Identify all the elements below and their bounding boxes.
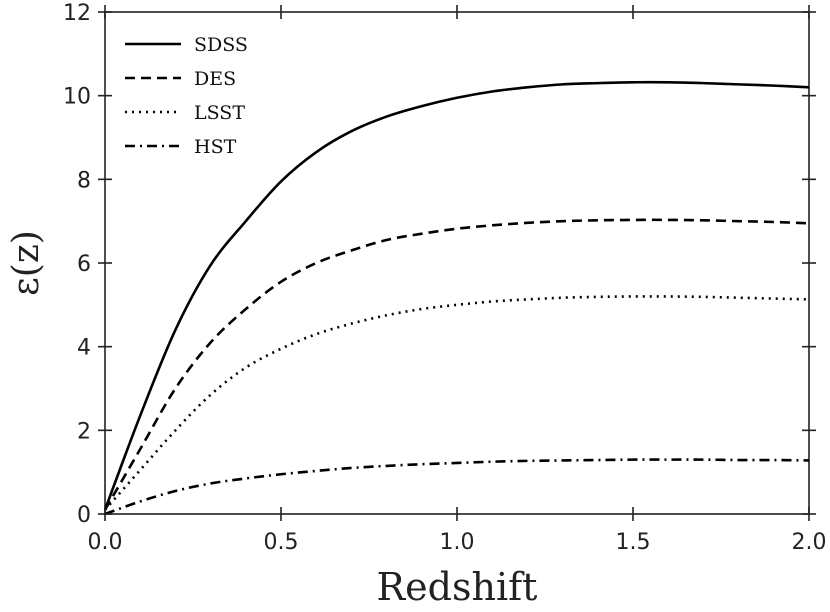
x-tick-label: 0.5: [264, 530, 299, 555]
plot-area: [104, 11, 810, 515]
legend-label-des: DES: [194, 68, 236, 90]
y-tick-label: 12: [63, 1, 91, 26]
series-line-sdss: [103, 80, 810, 511]
x-tick-label: 1.5: [616, 530, 651, 555]
series-line-hst: [104, 458, 810, 516]
y-axis-label: ε(z): [6, 230, 47, 296]
y-tick-label: 6: [77, 252, 91, 277]
y-tick-label: 4: [77, 336, 91, 361]
x-tick-label: 2.0: [792, 530, 827, 555]
series-line-des: [103, 218, 810, 511]
legend-label-hst: HST: [194, 136, 237, 158]
y-tick-label: 2: [77, 419, 91, 444]
tick-layer: 0.0 0.5 1.0 1.5 2.0 0 2 4 6 8 10 12: [63, 1, 827, 555]
series-layer: [103, 80, 810, 516]
legend-label-sdss: SDSS: [194, 34, 248, 56]
x-tick-label: 0.0: [88, 530, 123, 555]
series-line-lsst: [104, 295, 810, 511]
legend-label-lsst: LSST: [194, 102, 245, 124]
legend: SDSS DES LSST HST: [125, 34, 248, 158]
x-tick-label: 1.0: [440, 530, 475, 555]
x-axis-label: Redshift: [377, 565, 538, 609]
y-tick-label: 8: [77, 168, 91, 193]
y-tick-label: 0: [77, 503, 91, 528]
y-tick-label: 10: [63, 85, 91, 110]
